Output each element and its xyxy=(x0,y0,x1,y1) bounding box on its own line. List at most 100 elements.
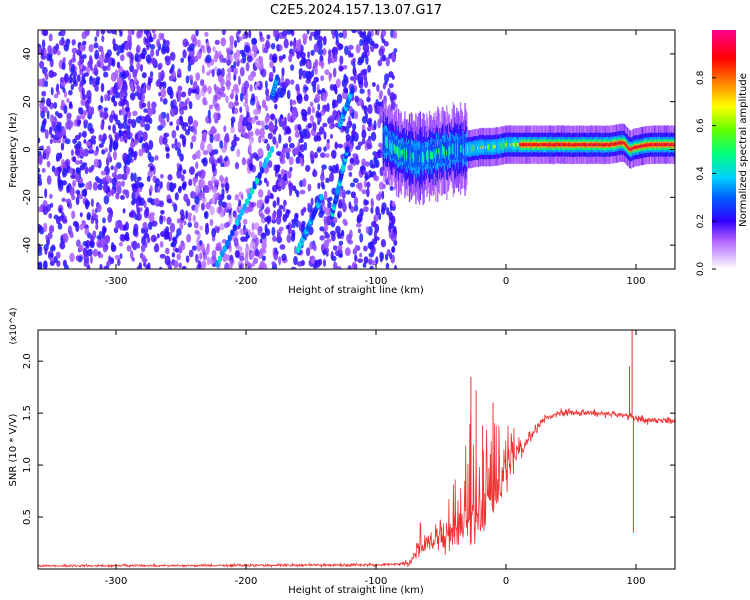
spectrogram-cell xyxy=(331,234,336,242)
spectrogram-cell xyxy=(310,197,314,207)
spectrogram-signal-cell xyxy=(579,142,581,146)
spectrogram-cell xyxy=(219,54,224,63)
spectrogram-cell xyxy=(272,65,276,74)
spectrogram-cell xyxy=(248,142,252,153)
spectrogram-cell xyxy=(99,263,103,269)
spectrogram-cell xyxy=(132,240,138,251)
spectrogram-cell xyxy=(188,249,194,258)
spectrogram-cell xyxy=(182,122,189,128)
spectrogram-signal-cell xyxy=(595,142,597,147)
spectrogram-cell xyxy=(131,257,135,262)
spectrogram-cell xyxy=(279,82,285,88)
spectrogram-signal-cell xyxy=(533,142,535,146)
spectrogram-cell xyxy=(247,130,251,140)
spectrogram-signal-cell xyxy=(610,142,612,147)
spectrogram-signal-cell xyxy=(485,145,487,149)
spectrogram-signal-cell xyxy=(600,143,603,147)
spectrogram-signal-cell xyxy=(500,140,503,151)
spectrogram-streak-cell xyxy=(252,182,257,190)
spectrogram-cell xyxy=(136,44,141,54)
colorbar-tick-label: 0.8 xyxy=(696,70,706,85)
spectrogram-cell xyxy=(193,221,199,229)
spectrogram-cell xyxy=(352,66,357,76)
spectrogram-signal-cell xyxy=(632,146,635,150)
spectrogram-cell xyxy=(125,166,131,174)
spectrogram-cell xyxy=(44,73,49,81)
spectrogram-signal-cell xyxy=(509,141,511,148)
spectrogram-cell xyxy=(366,143,373,150)
spectrogram-cell xyxy=(68,101,73,108)
spectrogram-cell xyxy=(259,238,263,244)
spectrogram-cell xyxy=(124,160,129,166)
spectrogram-cell xyxy=(146,264,150,269)
spectrogram-cell xyxy=(233,101,239,106)
spectrogram-cell xyxy=(306,30,310,35)
spectrogram-cell xyxy=(86,90,92,99)
spectrogram-cell xyxy=(125,189,130,199)
spectrogram-signal-cell xyxy=(494,145,496,149)
spectrogram-cell xyxy=(205,54,212,64)
spectrogram-cell xyxy=(142,147,146,154)
spectrogram-cell xyxy=(317,35,324,43)
spectrogram-signal-cell xyxy=(506,141,508,148)
spectrogram-cell xyxy=(272,200,277,208)
spectrogram-signal-cell xyxy=(441,144,443,158)
spectrogram-cell xyxy=(144,123,151,131)
spectrogram-signal-cell xyxy=(622,141,624,145)
spectrogram-signal-cell xyxy=(549,142,552,146)
spectrogram-cell xyxy=(296,94,303,104)
spectrogram-cell xyxy=(167,86,173,96)
spectrogram-signal-cell xyxy=(384,131,386,154)
spectrogram-cell xyxy=(169,231,173,239)
spectrogram-cell xyxy=(285,127,292,135)
spectrogram-signal-cell xyxy=(469,143,471,155)
spectrogram-cell xyxy=(46,52,51,62)
spectrogram-cell xyxy=(136,84,141,94)
spectrogram-cell xyxy=(93,249,96,257)
spectrogram-signal-cell xyxy=(455,143,457,159)
spectrogram-signal-cell xyxy=(410,145,412,167)
spectrogram-cell xyxy=(98,104,102,110)
spectrogram-cell xyxy=(166,45,170,54)
spectrogram-cell xyxy=(370,207,374,214)
spectrogram-cell xyxy=(313,43,319,53)
spectrogram-signal-cell xyxy=(580,143,582,147)
x-tick-label: -100 xyxy=(365,576,388,587)
spectrogram-cell xyxy=(362,262,367,268)
spectrogram-signal-cell xyxy=(516,141,518,148)
spectrogram-cell xyxy=(166,112,170,123)
spectrogram-cell xyxy=(330,230,336,236)
spectrogram-cell xyxy=(219,140,224,149)
spectrogram-cell xyxy=(162,98,168,105)
spectrogram-cell xyxy=(321,88,326,93)
spectrogram-cell xyxy=(158,62,163,70)
spectrogram-cell xyxy=(107,213,113,223)
spectrogram-cell xyxy=(285,150,290,160)
spectrogram-cell xyxy=(38,137,41,144)
spectrogram-cell xyxy=(370,245,376,255)
spectrogram-cell xyxy=(292,218,296,229)
spectrogram-cell xyxy=(371,82,376,87)
spectrogram-cell xyxy=(307,122,313,129)
spectrogram-cell xyxy=(284,78,291,86)
spectrogram-streak-cell xyxy=(235,219,240,226)
spectrogram-cell xyxy=(348,201,352,209)
spectrogram-cell xyxy=(173,203,178,213)
spectrogram-cell xyxy=(343,87,349,94)
spectrogram-cell xyxy=(356,182,362,189)
spectrogram-signal-cell xyxy=(596,142,598,147)
spectrogram-cell xyxy=(39,60,45,69)
spectrogram-cell xyxy=(191,245,197,251)
spectrogram-cell xyxy=(194,195,200,205)
spectrogram-signal-cell xyxy=(400,150,402,156)
spectrogram-cell xyxy=(275,215,282,225)
spectrogram-cell xyxy=(75,189,81,195)
spectrogram-cell xyxy=(252,108,259,116)
spectrogram-signal-cell xyxy=(509,143,512,147)
spectrogram-cell xyxy=(226,54,231,61)
spectrogram-cell xyxy=(368,258,373,265)
spectrogram-cell xyxy=(255,248,259,257)
spectrogram-signal-cell xyxy=(391,139,393,155)
spectrogram-signal-cell xyxy=(415,150,417,168)
spectrogram-signal-cell xyxy=(418,155,421,163)
